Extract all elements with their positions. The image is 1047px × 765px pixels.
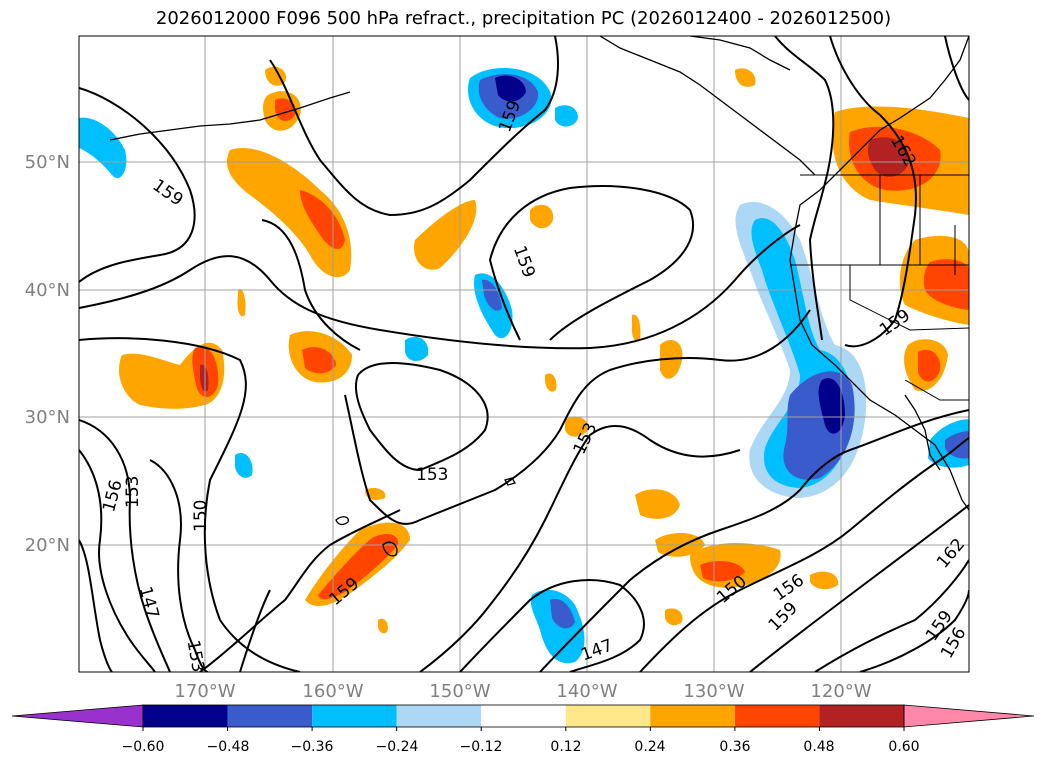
- colorbar-tick-label: −0.36: [291, 739, 334, 755]
- colorbar-segment: [312, 705, 397, 727]
- colorbar-extend-low: [11, 704, 144, 728]
- borders: [790, 174, 969, 401]
- graticule: [79, 36, 969, 672]
- lon-label-150w: 150°W: [429, 681, 490, 702]
- colorbar-tick-labels: −0.60 −0.48 −0.36 −0.24 −0.12 0.12 0.24 …: [122, 739, 920, 755]
- colorbar-segment: [650, 705, 735, 727]
- contour-label: 153: [416, 465, 448, 485]
- map-title: 2026012000 F096 500 hPa refract., precip…: [155, 8, 892, 29]
- colorbar-extend-high: [903, 704, 1035, 728]
- plot-area: 159 159 159 159 162 153 153 156 153 150 …: [79, 36, 969, 672]
- colorbar-tick-label: −0.24: [376, 739, 419, 755]
- lat-label-40n: 40°N: [25, 280, 70, 301]
- contour-label: 153: [123, 476, 143, 508]
- colorbar-segment: [565, 705, 651, 727]
- colorbar-segment: [734, 705, 820, 727]
- colorbar-tick-label: −0.12: [460, 739, 503, 755]
- colorbar-tick-label: 0.60: [888, 739, 919, 755]
- longitude-labels: 170°W 160°W 150°W 140°W 130°W 120°W: [174, 681, 871, 702]
- colorbar-tick-label: −0.60: [122, 739, 165, 755]
- colorbar-tick-label: 0.36: [719, 739, 750, 755]
- colorbar-segment: [819, 705, 904, 727]
- refractivity-contours: [79, 36, 969, 672]
- colorbar-tick-label: −0.48: [207, 739, 250, 755]
- lon-label-130w: 130°W: [683, 681, 744, 702]
- colorbar-tick-label: 0.24: [634, 739, 665, 755]
- latitude-labels: 50°N 40°N 30°N 20°N: [25, 152, 70, 556]
- contour-label: 150: [191, 500, 211, 532]
- lat-label-20n: 20°N: [25, 535, 70, 556]
- colorbar: [11, 704, 1035, 731]
- colorbar-segment: [481, 705, 566, 727]
- precipitation-shading: [79, 66, 969, 664]
- lon-label-160w: 160°W: [302, 681, 363, 702]
- lon-label-120w: 120°W: [810, 681, 871, 702]
- plot-border: [78, 35, 970, 673]
- lat-label-30n: 30°N: [25, 407, 70, 428]
- colorbar-segment: [143, 705, 228, 727]
- lon-label-140w: 140°W: [556, 681, 617, 702]
- colorbar-segment: [227, 705, 313, 727]
- lat-label-50n: 50°N: [25, 152, 70, 173]
- lon-label-170w: 170°W: [174, 681, 235, 702]
- colorbar-tick-label: 0.48: [803, 739, 834, 755]
- colorbar-tick-label: 0.12: [550, 739, 581, 755]
- colorbar-segment: [396, 705, 482, 727]
- colorbar-outline: [142, 704, 905, 728]
